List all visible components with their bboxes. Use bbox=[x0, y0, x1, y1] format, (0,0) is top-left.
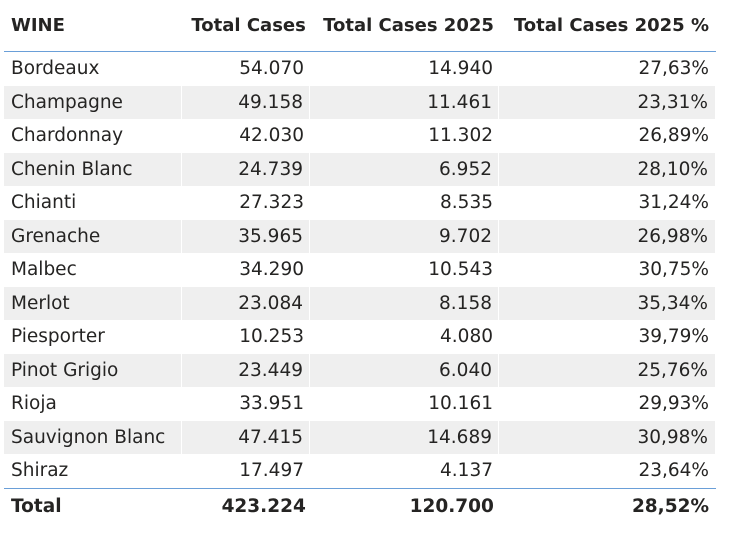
table-row[interactable]: Pinot Grigio 23.449 6.040 25,76% bbox=[4, 353, 716, 387]
header-wine[interactable]: WINE bbox=[11, 15, 65, 36]
total-cases-cell: 54.070 bbox=[239, 58, 304, 80]
wine-name-cell: Pinot Grigio bbox=[4, 353, 182, 387]
total-cases-cell: 34.290 bbox=[239, 259, 304, 281]
header-total-cases[interactable]: Total Cases bbox=[191, 15, 306, 36]
total-cases-2025-pct-cell: 30,98% bbox=[499, 420, 716, 454]
total-cases-2025-pct-cell: 28,10% bbox=[499, 152, 716, 186]
table-row[interactable]: Chardonnay 42.030 11.302 26,89% bbox=[4, 119, 716, 153]
total-cases-cell: 27.323 bbox=[239, 192, 304, 214]
total-cases-2025-cell: 11.302 bbox=[428, 125, 493, 147]
table-row[interactable]: Merlot 23.084 8.158 35,34% bbox=[4, 286, 716, 320]
total-cases-2025-pct-cell: 29,93% bbox=[638, 393, 709, 415]
total-cases-cell: 49.158 bbox=[182, 85, 310, 119]
total-cases-cell: 35.965 bbox=[182, 219, 310, 253]
total-cases-2025-pct-cell: 30,75% bbox=[638, 259, 709, 281]
total-cases-2025-cell: 4.080 bbox=[440, 326, 493, 348]
total-cases-2025-pct-cell: 23,31% bbox=[499, 85, 716, 119]
wine-name-cell: Malbec bbox=[11, 259, 77, 281]
wine-name-cell: Chenin Blanc bbox=[4, 152, 182, 186]
total-cases-2025-pct-value: 28,52% bbox=[631, 495, 709, 517]
table-row[interactable]: Piesporter 10.253 4.080 39,79% bbox=[4, 320, 716, 354]
table-body: Bordeaux 54.070 14.940 27,63% Champagne 49.15… bbox=[4, 52, 716, 488]
total-cases-2025-value: 120.700 bbox=[409, 495, 494, 517]
total-cases-2025-pct-cell: 27,63% bbox=[638, 58, 709, 80]
total-cases-2025-pct-cell: 26,89% bbox=[638, 125, 709, 147]
wine-name-cell: Bordeaux bbox=[11, 58, 100, 80]
total-cases-cell: 23.084 bbox=[182, 286, 310, 320]
total-cases-2025-cell: 11.461 bbox=[310, 85, 499, 119]
total-cases-cell: 33.951 bbox=[239, 393, 304, 415]
total-row: Total 423.224 120.700 28,52% bbox=[4, 487, 716, 524]
wine-name-cell: Champagne bbox=[4, 85, 182, 119]
total-cases-2025-cell: 6.040 bbox=[310, 353, 499, 387]
total-cases-cell: 17.497 bbox=[239, 460, 304, 482]
total-cases-2025-cell: 14.689 bbox=[310, 420, 499, 454]
total-cases-2025-pct-cell: 23,64% bbox=[638, 460, 709, 482]
table-row[interactable]: Rioja 33.951 10.161 29,93% bbox=[4, 387, 716, 421]
wine-name-cell: Shiraz bbox=[11, 460, 69, 482]
total-label: Total bbox=[11, 495, 62, 517]
table-row[interactable]: Bordeaux 54.070 14.940 27,63% bbox=[4, 52, 716, 86]
total-cases-value: 423.224 bbox=[221, 495, 306, 517]
total-cases-2025-cell: 6.952 bbox=[310, 152, 499, 186]
total-cases-2025-cell: 10.543 bbox=[428, 259, 493, 281]
table-header: WINE Total Cases Total Cases 2025 Total … bbox=[4, 0, 716, 52]
total-cases-2025-cell: 4.137 bbox=[440, 460, 493, 482]
wine-name-cell: Merlot bbox=[4, 286, 182, 320]
wine-name-cell: Rioja bbox=[11, 393, 57, 415]
wine-name-cell: Sauvignon Blanc bbox=[4, 420, 182, 454]
wine-name-cell: Piesporter bbox=[11, 326, 105, 348]
total-cases-2025-cell: 8.535 bbox=[440, 192, 493, 214]
total-cases-2025-pct-cell: 25,76% bbox=[499, 353, 716, 387]
table-row[interactable]: Sauvignon Blanc 47.415 14.689 30,98% bbox=[4, 420, 716, 454]
total-cases-2025-cell: 8.158 bbox=[310, 286, 499, 320]
total-cases-cell: 23.449 bbox=[182, 353, 310, 387]
total-cases-2025-cell: 9.702 bbox=[310, 219, 499, 253]
header-total-cases-2025[interactable]: Total Cases 2025 bbox=[323, 15, 494, 36]
table-row[interactable]: Malbec 34.290 10.543 30,75% bbox=[4, 253, 716, 287]
total-cases-cell: 47.415 bbox=[182, 420, 310, 454]
total-cases-2025-cell: 10.161 bbox=[428, 393, 493, 415]
wine-table: WINE Total Cases Total Cases 2025 Total … bbox=[4, 0, 716, 524]
table-row[interactable]: Chianti 27.323 8.535 31,24% bbox=[4, 186, 716, 220]
table-row[interactable]: Champagne 49.158 11.461 23,31% bbox=[4, 85, 716, 119]
table-row[interactable]: Shiraz 17.497 4.137 23,64% bbox=[4, 454, 716, 488]
total-cases-2025-cell: 14.940 bbox=[428, 58, 493, 80]
total-cases-cell: 10.253 bbox=[239, 326, 304, 348]
total-cases-2025-pct-cell: 26,98% bbox=[499, 219, 716, 253]
wine-name-cell: Chianti bbox=[11, 192, 77, 214]
wine-name-cell: Grenache bbox=[4, 219, 182, 253]
total-cases-cell: 24.739 bbox=[182, 152, 310, 186]
total-cases-2025-pct-cell: 35,34% bbox=[499, 286, 716, 320]
table-row[interactable]: Chenin Blanc 24.739 6.952 28,10% bbox=[4, 152, 716, 186]
table-row[interactable]: Grenache 35.965 9.702 26,98% bbox=[4, 219, 716, 253]
header-total-cases-2025-pct[interactable]: Total Cases 2025 % bbox=[513, 15, 709, 36]
wine-name-cell: Chardonnay bbox=[11, 125, 124, 147]
total-cases-cell: 42.030 bbox=[239, 125, 304, 147]
total-cases-2025-pct-cell: 31,24% bbox=[638, 192, 709, 214]
total-cases-2025-pct-cell: 39,79% bbox=[638, 326, 709, 348]
